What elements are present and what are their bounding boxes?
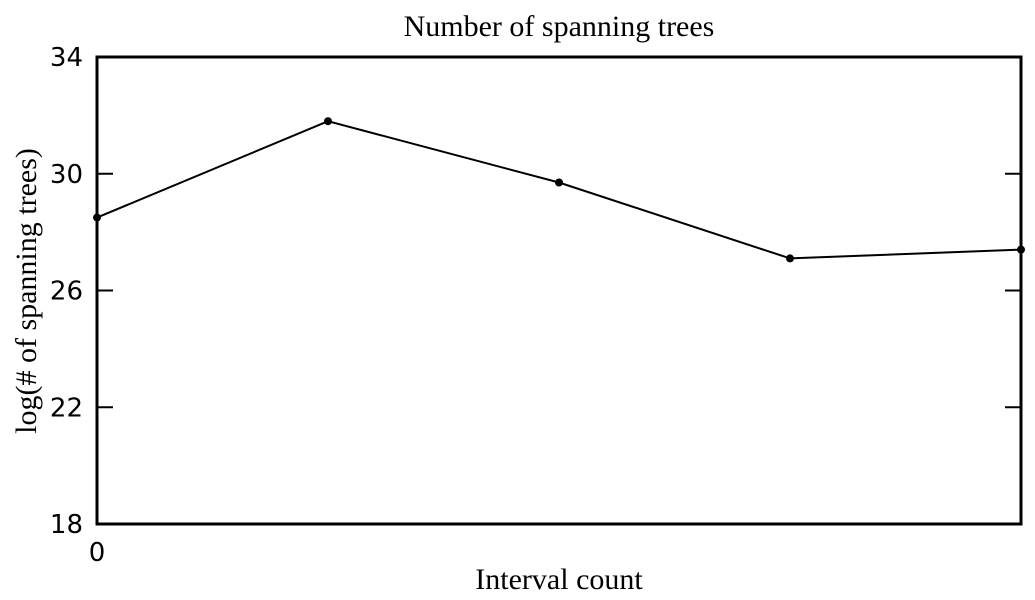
x-axis-label: Interval count	[475, 563, 643, 596]
y-tick-label: 30	[50, 160, 83, 190]
ticks: 18 22 26 30 34 0	[50, 43, 1021, 568]
plot-frame	[95, 55, 1023, 526]
data-point	[786, 254, 794, 263]
series-line	[96, 120, 1022, 260]
x-tick-label: 0	[89, 538, 106, 568]
y-tick-label: 22	[50, 393, 83, 423]
data-point	[555, 178, 563, 187]
y-axis-label: log(# of spanning trees)	[10, 148, 43, 434]
y-tick-label: 26	[50, 277, 83, 307]
data-point	[324, 117, 332, 126]
y-tick-label: 18	[50, 510, 83, 540]
chart-title: Number of spanning trees	[404, 10, 715, 43]
series	[93, 117, 1025, 263]
y-tick-label: 34	[50, 43, 83, 73]
